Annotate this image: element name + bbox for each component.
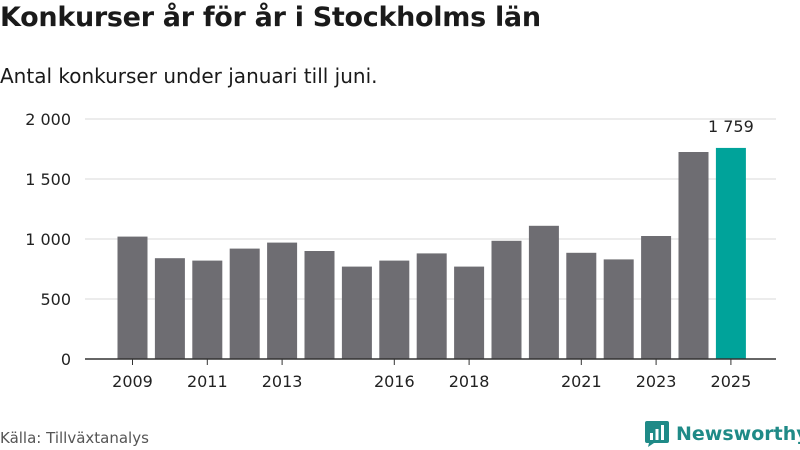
bar [379, 260, 410, 359]
x-tick-label: 2018 [449, 372, 490, 391]
bar [454, 266, 485, 359]
bar [267, 242, 298, 359]
newsworthy-logo: Newsworthy [644, 420, 800, 448]
x-tick-label: 2011 [187, 372, 228, 391]
data-label-2025: 1 759 [708, 117, 754, 136]
bar [304, 251, 335, 359]
bar [491, 240, 522, 359]
bar-chart: 0 500 1 000 1 500 2 000 2009 2011 2013 2016 2018 2… [25, 110, 776, 391]
y-tick-label: 2 000 [25, 110, 71, 129]
bar [603, 259, 634, 359]
x-tick-label: 2013 [262, 372, 303, 391]
x-tick-label: 2025 [711, 372, 752, 391]
chart-title: Konkurser år för år i Stockholms län [0, 2, 541, 33]
x-tick-label: 2016 [374, 372, 415, 391]
x-tick-label: 2021 [561, 372, 602, 391]
bar [154, 258, 185, 359]
bar [715, 147, 746, 359]
bar [229, 248, 260, 359]
bar [192, 260, 223, 359]
y-tick-label: 0 [61, 350, 71, 369]
chart-subtitle: Antal konkurser under januari till juni. [0, 64, 378, 88]
bar [678, 152, 709, 359]
x-tick-label: 2009 [112, 372, 153, 391]
bar [566, 252, 597, 359]
y-tick-label: 500 [40, 290, 71, 309]
bar [641, 236, 672, 359]
bar [341, 266, 372, 359]
bar [416, 253, 447, 359]
x-tick-label: 2023 [636, 372, 677, 391]
bar [528, 225, 559, 359]
newsworthy-chart-icon [645, 421, 669, 447]
y-tick-label: 1 000 [25, 230, 71, 249]
source-note: Källa: Tillväxtanalys [0, 429, 149, 447]
bar [117, 236, 148, 359]
y-tick-label: 1 500 [25, 170, 71, 189]
brand-name: Newsworthy [676, 423, 800, 445]
